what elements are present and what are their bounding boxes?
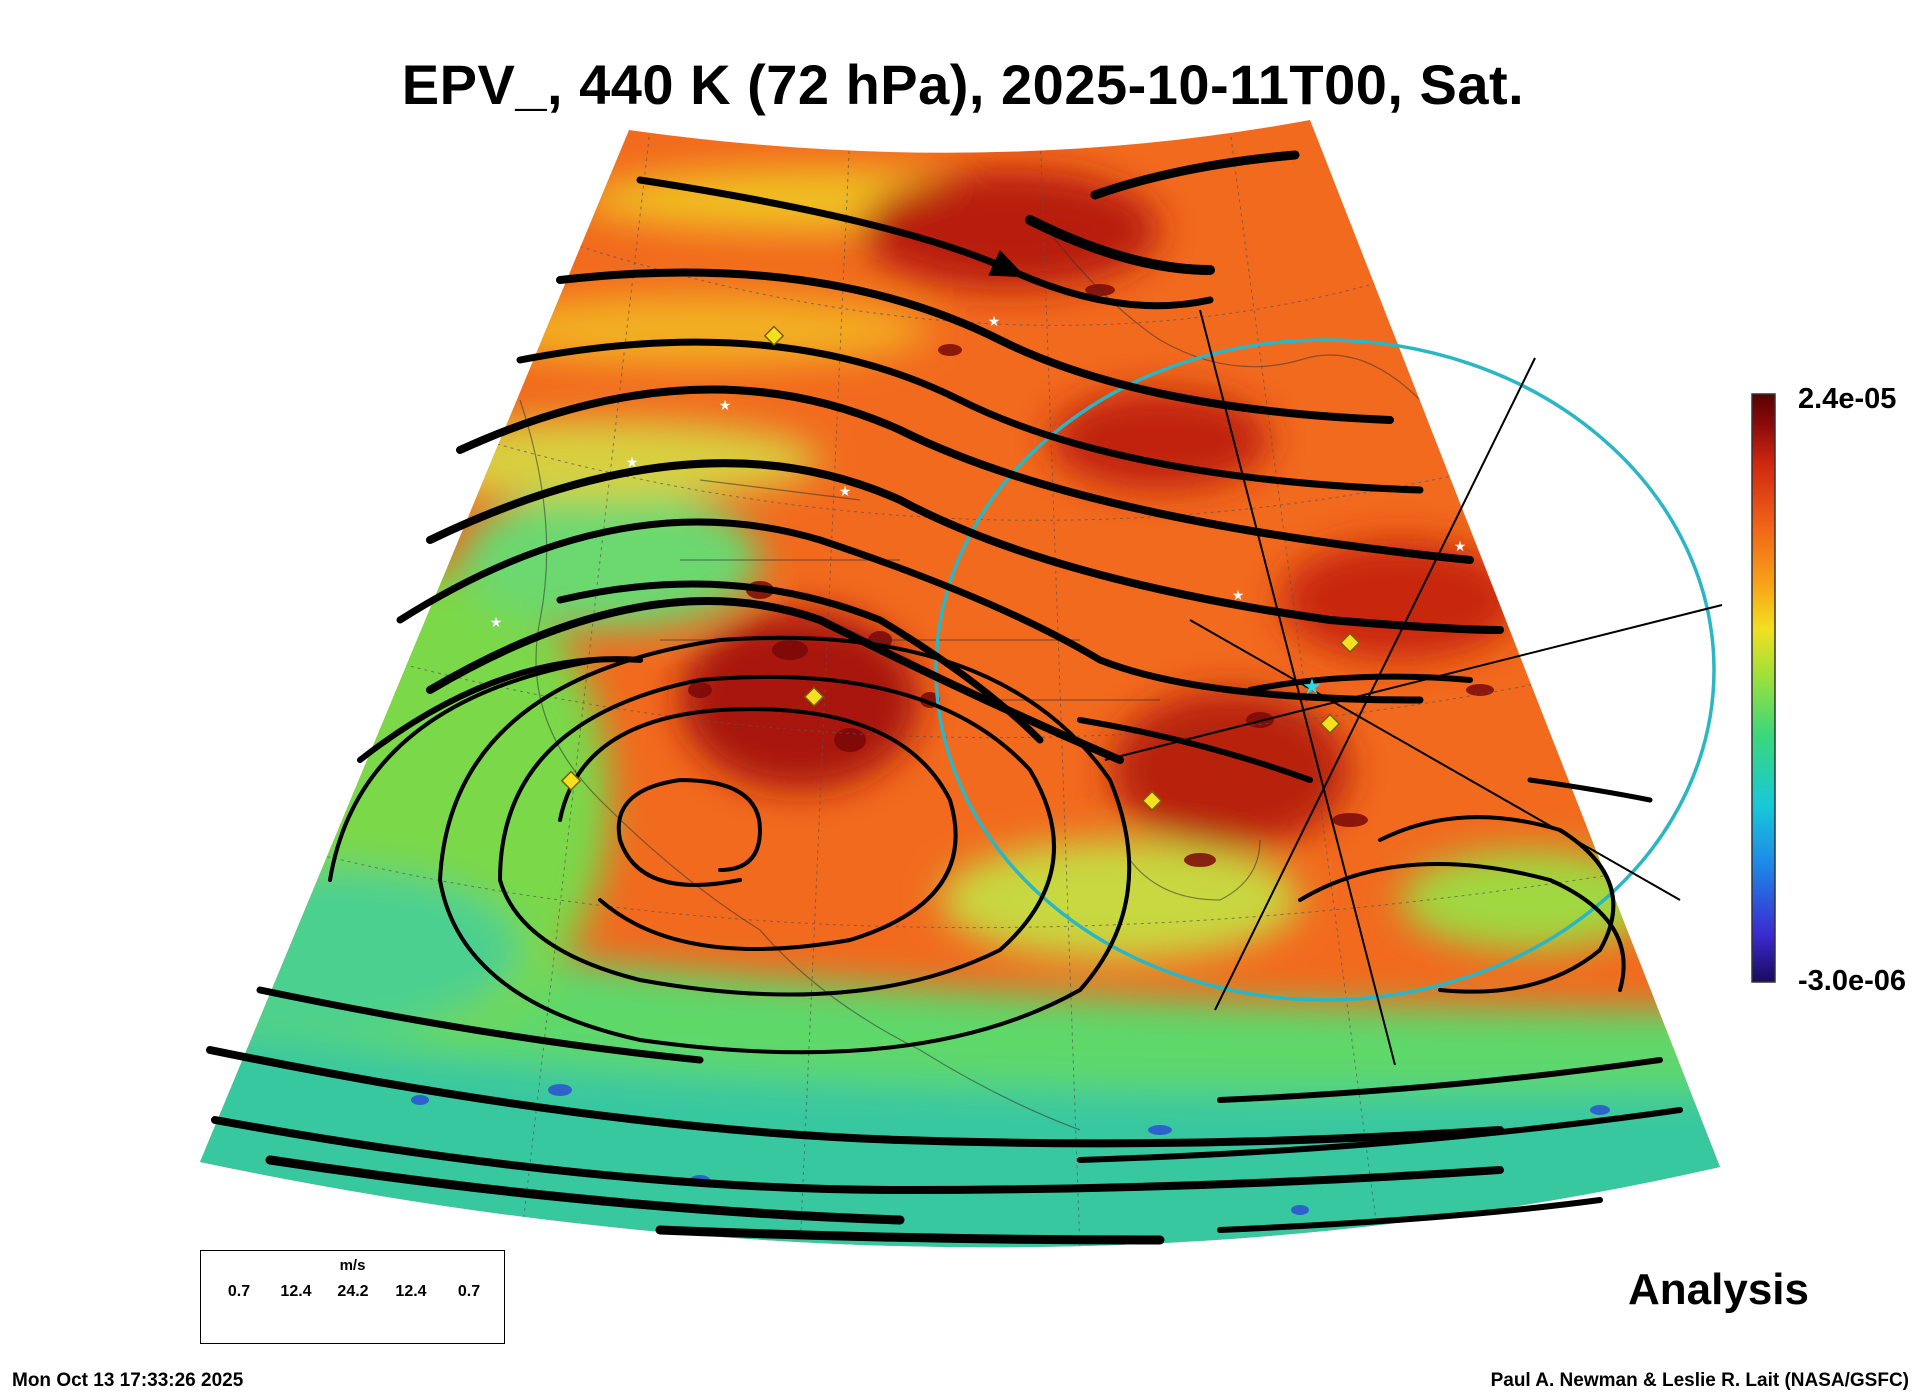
timestamp: Mon Oct 13 17:33:26 2025 [12,1370,244,1391]
svg-text:★: ★ [719,398,732,414]
legend-unit: m/s [339,1257,366,1274]
legend-tick: 12.4 [395,1283,427,1300]
svg-text:★: ★ [839,484,852,500]
credit: Paul A. Newman & Leslie R. Lait (NASA/GS… [1490,1370,1909,1391]
legend-tick: 12.4 [280,1283,312,1300]
svg-text:★: ★ [1454,539,1467,555]
svg-text:★: ★ [626,455,639,471]
svg-text:★: ★ [988,314,1001,330]
colorbar-max-label: 2.4e-05 [1798,383,1897,415]
svg-text:★: ★ [1232,588,1245,604]
map-title: EPV_, 440 K (72 hPa), 2025-10-11T00, Sat… [401,53,1525,116]
colorbar-min-label: -3.0e-06 [1798,965,1907,997]
vortex-center-marker: ★ [1302,675,1322,700]
wind-speed-legend: m/s 0.7 12.4 24.2 12.4 0.7 [200,1250,505,1344]
vortex-circle [934,338,1716,1002]
legend-tick: 0.7 [457,1283,481,1300]
reference-lines [1104,309,1723,1066]
legend-tick: 24.2 [337,1283,369,1300]
svg-text:★: ★ [490,615,503,631]
legend-tick: 0.7 [227,1283,251,1300]
yellow-diamond-markers [560,325,1361,811]
white-star-markers: ★ ★ ★ ★ ★ ★ ★ [490,314,1467,631]
streamlines [206,150,1683,1245]
colorbar [1751,393,1776,983]
analysis-label: Analysis [1628,1265,1809,1314]
